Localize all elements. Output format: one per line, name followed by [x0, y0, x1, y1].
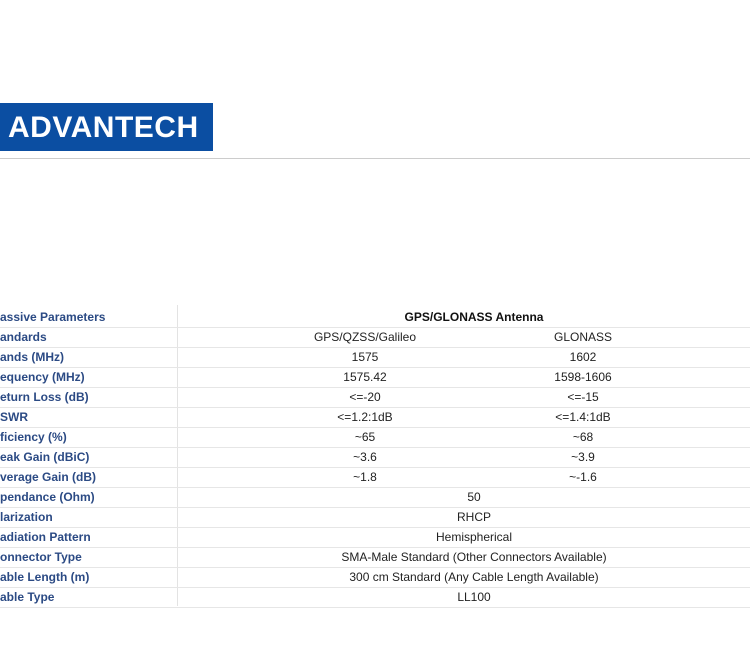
row-label: onnector Type — [0, 550, 82, 564]
cell-value: 1575 — [352, 350, 379, 364]
row-label: equency (MHz) — [0, 370, 85, 384]
row-label: eak Gain (dBiC) — [0, 450, 89, 464]
cell-value: 50 — [467, 490, 481, 504]
header-title: GPS/GLONASS Antenna — [405, 310, 544, 324]
cell-value: ~68 — [573, 430, 594, 444]
row-label: able Type — [0, 590, 55, 604]
cell-value: ~3.6 — [353, 450, 377, 464]
cell-value: GLONASS — [554, 330, 612, 344]
cell-value: RHCP — [457, 510, 491, 524]
row-label: andards — [0, 330, 47, 344]
cell-value: GPS/QZSS/Galileo — [314, 330, 416, 344]
cell-value: 1602 — [570, 350, 597, 364]
row-label: eturn Loss (dB) — [0, 390, 89, 404]
cell-value: <=1.4:1dB — [555, 410, 610, 424]
cell-value: ~65 — [355, 430, 376, 444]
cell-value: ~3.9 — [571, 450, 595, 464]
row-label: SWR — [0, 410, 28, 424]
logo-box — [0, 103, 213, 151]
row-label: able Length (m) — [0, 570, 89, 584]
cell-value: LL100 — [457, 590, 491, 604]
row-label: ficiency (%) — [0, 430, 67, 444]
cell-value: 300 cm Standard (Any Cable Length Availa… — [349, 570, 598, 584]
cell-value: 1575.42 — [343, 370, 387, 384]
cell-value: SMA-Male Standard (Other Connectors Avai… — [341, 550, 606, 564]
cell-value: <=1.2:1dB — [337, 410, 392, 424]
row-label: pendance (Ohm) — [0, 490, 95, 504]
cell-value: <=-15 — [567, 390, 599, 404]
row-label: adiation Pattern — [0, 530, 91, 544]
cell-value: 1598-1606 — [554, 370, 612, 384]
row-label: ands (MHz) — [0, 350, 64, 364]
row-label: verage Gain (dB) — [0, 470, 96, 484]
cell-value: <=-20 — [349, 390, 381, 404]
row-label: larization — [0, 510, 53, 524]
cell-value: ~1.8 — [353, 470, 377, 484]
header-label: assive Parameters — [0, 310, 106, 324]
cell-value: ~-1.6 — [569, 470, 597, 484]
logo: ADVANTECH — [8, 111, 199, 144]
cell-value: Hemispherical — [436, 530, 512, 544]
